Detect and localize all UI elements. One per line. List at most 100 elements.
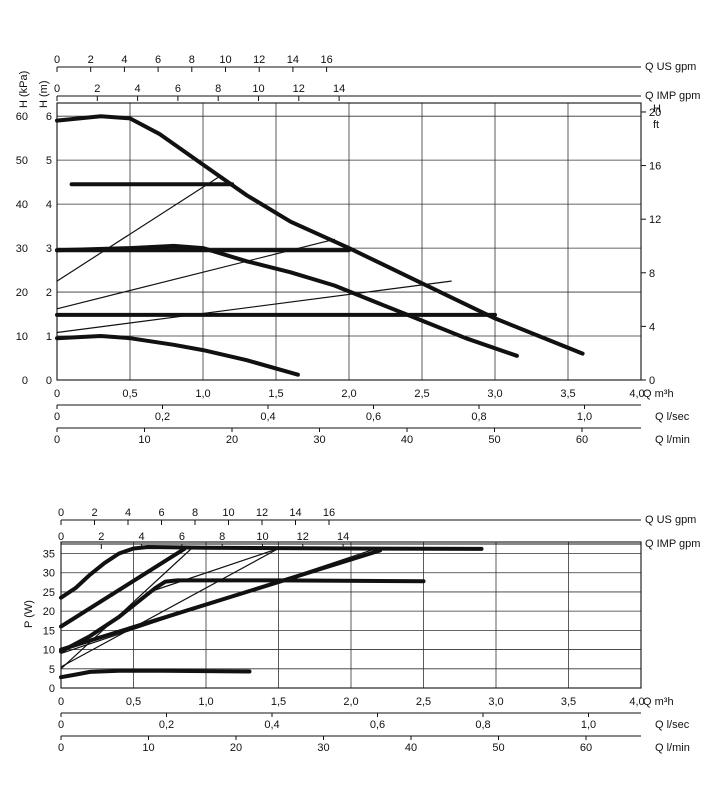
bottom-axis-tick-label: 10 — [138, 434, 150, 446]
y-tick-label: 15 — [43, 625, 55, 637]
x-tick-label: 3,0 — [487, 388, 502, 400]
y-axis-label: P (W) — [23, 600, 35, 628]
top-axis-tick-label: 4 — [125, 507, 131, 519]
top-axis-tick-label: 6 — [175, 83, 181, 95]
top-axis-label: Q US gpm — [645, 61, 696, 73]
top-axis-tick-label: 12 — [256, 507, 268, 519]
top-axis-tick-label: 4 — [139, 531, 145, 543]
top-axis-tick-label: 6 — [179, 531, 185, 543]
y-right-tick-label: 16 — [649, 161, 661, 173]
bottom-axis-tick-label: 0 — [54, 434, 60, 446]
y-tick-label-kpa: 10 — [16, 331, 28, 343]
y-tick-label: 20 — [43, 606, 55, 618]
series-line-7 — [56, 238, 335, 310]
top-axis-label: Q IMP gpm — [645, 538, 700, 550]
top-axis-tick-label: 8 — [192, 507, 198, 519]
bottom-axis-label: Q l/min — [655, 434, 690, 446]
top-axis-tick-label: 6 — [158, 507, 164, 519]
bottom-axis-tick-label: 60 — [576, 434, 588, 446]
series-line-0 — [55, 114, 585, 356]
bottom-axis-tick-label: 1,0 — [581, 719, 596, 731]
y-tick-label-kpa: 40 — [16, 199, 28, 211]
top-axis-tick-label: 14 — [337, 531, 349, 543]
y-right-axis-label: H — [653, 103, 661, 115]
series-line-2 — [55, 334, 300, 377]
plot-frame — [56, 102, 642, 381]
top-axis-tick-label: 10 — [252, 83, 264, 95]
top-axis-tick-label: 0 — [54, 54, 60, 66]
top-axis-tick-label: 4 — [135, 83, 141, 95]
series-line-5 — [60, 547, 193, 670]
x-tick-label: 3,5 — [560, 388, 575, 400]
series-line-7 — [60, 549, 374, 654]
power-flow-chart: 0 0,5 1,0 1,5 2,0 2,5 3,0 3,5 4,0Q m³h0510152025… — [23, 507, 700, 754]
top-axis-tick-label: 8 — [189, 54, 195, 66]
series-line-6 — [60, 547, 280, 668]
x-axis-label: Q m³h — [643, 696, 674, 708]
top-axis-tick-label: 12 — [253, 54, 265, 66]
bottom-axis-tick-label: 30 — [317, 742, 329, 754]
top-axis-tick-label: 10 — [222, 507, 234, 519]
top-axis-label: Q US gpm — [645, 514, 696, 526]
y-tick-label-m: 3 — [46, 243, 52, 255]
bottom-axis-tick-label: 0,6 — [370, 719, 385, 731]
top-axis-tick-label: 14 — [289, 507, 301, 519]
bottom-axis-tick-label: 0,4 — [264, 719, 279, 731]
series-line-2 — [59, 668, 252, 680]
x-tick-label: 2,5 — [416, 696, 431, 708]
y-tick-label: 0 — [49, 683, 55, 695]
bottom-axis-tick-label: 0,2 — [159, 719, 174, 731]
y-tick-label-m: 0 — [46, 375, 52, 387]
bottom-axis-label: Q l/sec — [655, 719, 690, 731]
y-tick-label-m: 4 — [46, 199, 52, 211]
y-tick-label-kpa: 30 — [16, 243, 28, 255]
y-tick-label-kpa: 20 — [16, 287, 28, 299]
top-axis-tick-label: 12 — [293, 83, 305, 95]
y-tick-label-m: 5 — [46, 155, 52, 167]
y-tick-label-m: 1 — [46, 331, 52, 343]
top-axis-tick-label: 2 — [91, 507, 97, 519]
bottom-axis-tick-label: 0 — [54, 411, 60, 423]
series-line-1 — [59, 578, 426, 654]
x-tick-label: 0 — [54, 388, 60, 400]
top-axis-tick-label: 2 — [94, 83, 100, 95]
series-line-6 — [56, 177, 219, 282]
y-tick-label-kpa: 0 — [22, 375, 28, 387]
x-tick-label: 1,5 — [271, 696, 286, 708]
top-axis-tick-label: 8 — [215, 83, 221, 95]
top-axis-tick-label: 16 — [320, 54, 332, 66]
x-tick-label: 2,0 — [343, 696, 358, 708]
bottom-axis-tick-label: 10 — [142, 742, 154, 754]
x-tick-label: 1,0 — [198, 696, 213, 708]
bottom-axis-tick-label: 20 — [230, 742, 242, 754]
y-tick-label: 25 — [43, 587, 55, 599]
x-tick-label: 2,0 — [341, 388, 356, 400]
top-axis-tick-label: 4 — [121, 54, 127, 66]
y-tick-label-m: 2 — [46, 287, 52, 299]
bottom-axis-tick-label: 60 — [580, 742, 592, 754]
y-axis-label-m: H (m) — [38, 81, 50, 109]
top-axis-tick-label: 8 — [219, 531, 225, 543]
x-tick-label: 3,5 — [561, 696, 576, 708]
bottom-axis-tick-label: 0,6 — [366, 411, 381, 423]
top-axis-tick-label: 0 — [58, 531, 64, 543]
bottom-axis-tick-label: 0,8 — [471, 411, 486, 423]
y-right-tick-label: 12 — [649, 214, 661, 226]
bottom-axis-tick-label: 0 — [58, 719, 64, 731]
series-line-8 — [154, 547, 280, 591]
bottom-axis-tick-label: 0,4 — [260, 411, 275, 423]
top-axis-tick-label: 10 — [219, 54, 231, 66]
top-axis-tick-label: 14 — [333, 83, 345, 95]
y-tick-label: 30 — [43, 568, 55, 580]
y-right-tick-label: 8 — [649, 268, 655, 280]
y-right-tick-label: 4 — [649, 321, 655, 333]
y-tick-label-kpa: 50 — [16, 155, 28, 167]
bottom-axis-tick-label: 20 — [226, 434, 238, 446]
head-flow-chart: 0 0,5 1,0 1,5 2,0 2,5 3,0 3,5 4,0Q m³h0123456010… — [16, 54, 701, 446]
top-axis-tick-label: 10 — [256, 531, 268, 543]
x-tick-label: 3,0 — [488, 696, 503, 708]
top-axis-label: Q IMP gpm — [645, 90, 700, 102]
top-axis-tick-label: 6 — [155, 54, 161, 66]
x-tick-label: 4,0 — [629, 696, 644, 708]
